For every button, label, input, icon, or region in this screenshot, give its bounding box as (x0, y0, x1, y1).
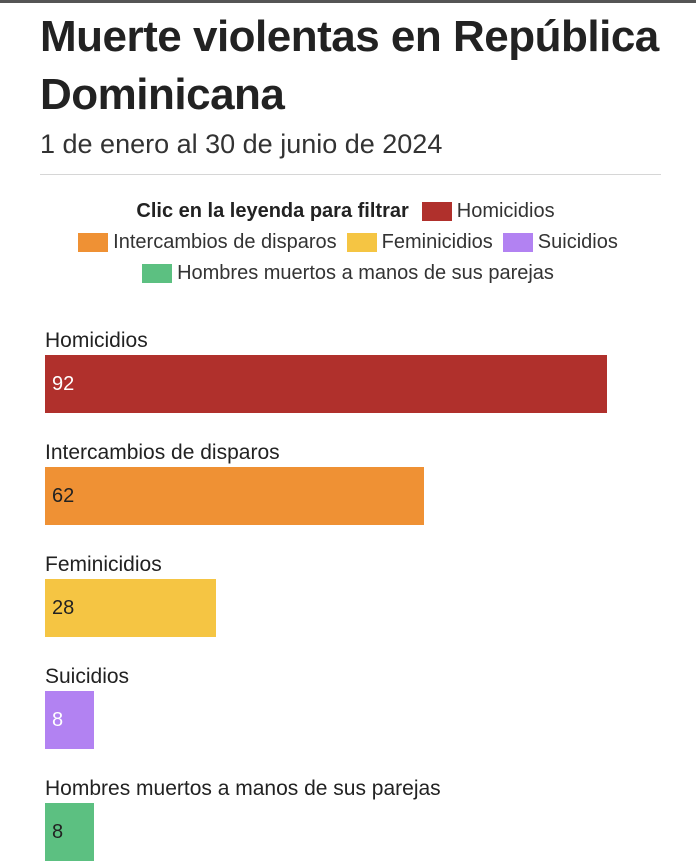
legend-item[interactable]: Homicidios (421, 198, 555, 225)
chart-title: Muerte violentas en República Dominicana (40, 12, 659, 119)
bar[interactable]: 8 (45, 691, 94, 749)
header-divider (40, 174, 661, 175)
legend-title: Clic en la leyenda para filtrar (136, 200, 409, 222)
legend-swatch (421, 202, 452, 221)
bar[interactable]: 62 (45, 467, 424, 525)
bar[interactable]: 92 (45, 355, 607, 413)
legend-item[interactable]: Suicidios (502, 229, 618, 256)
legend: Clic en la leyenda para filtrar Homicidi… (28, 198, 668, 287)
bar[interactable]: 8 (45, 803, 94, 861)
legend-item[interactable]: Intercambios de disparos (78, 229, 337, 256)
category-label: Feminicidios (45, 553, 162, 576)
category-label: Homicidios (45, 329, 148, 352)
legend-label: Intercambios de disparos (113, 231, 337, 253)
legend-swatch (502, 233, 533, 252)
legend-label: Homicidios (456, 200, 555, 222)
bar-value-label: 8 (52, 709, 64, 731)
top-border (0, 0, 696, 3)
legend-label: Hombres muertos a manos de sus parejas (177, 262, 554, 284)
legend-item[interactable]: Hombres muertos a manos de sus parejas (142, 260, 554, 287)
category-label: Suicidios (45, 665, 130, 688)
chart-subtitle: 1 de enero al 30 de junio de 2024 (40, 129, 443, 159)
category-label: Intercambios de disparos (45, 441, 280, 464)
bar-value-label: 92 (52, 373, 75, 395)
bar-value-label: 62 (52, 485, 75, 507)
bar[interactable]: 28 (45, 579, 216, 637)
bar-value-label: 28 (52, 597, 75, 619)
legend-swatch (346, 233, 377, 252)
legend-item[interactable]: Feminicidios (346, 229, 493, 256)
bar-value-label: 8 (52, 821, 64, 843)
legend-swatch (78, 233, 109, 252)
category-label: Hombres muertos a manos de sus parejas (45, 777, 441, 800)
legend-label: Suicidios (537, 231, 618, 253)
legend-label: Feminicidios (381, 231, 493, 253)
legend-swatch (142, 264, 173, 283)
